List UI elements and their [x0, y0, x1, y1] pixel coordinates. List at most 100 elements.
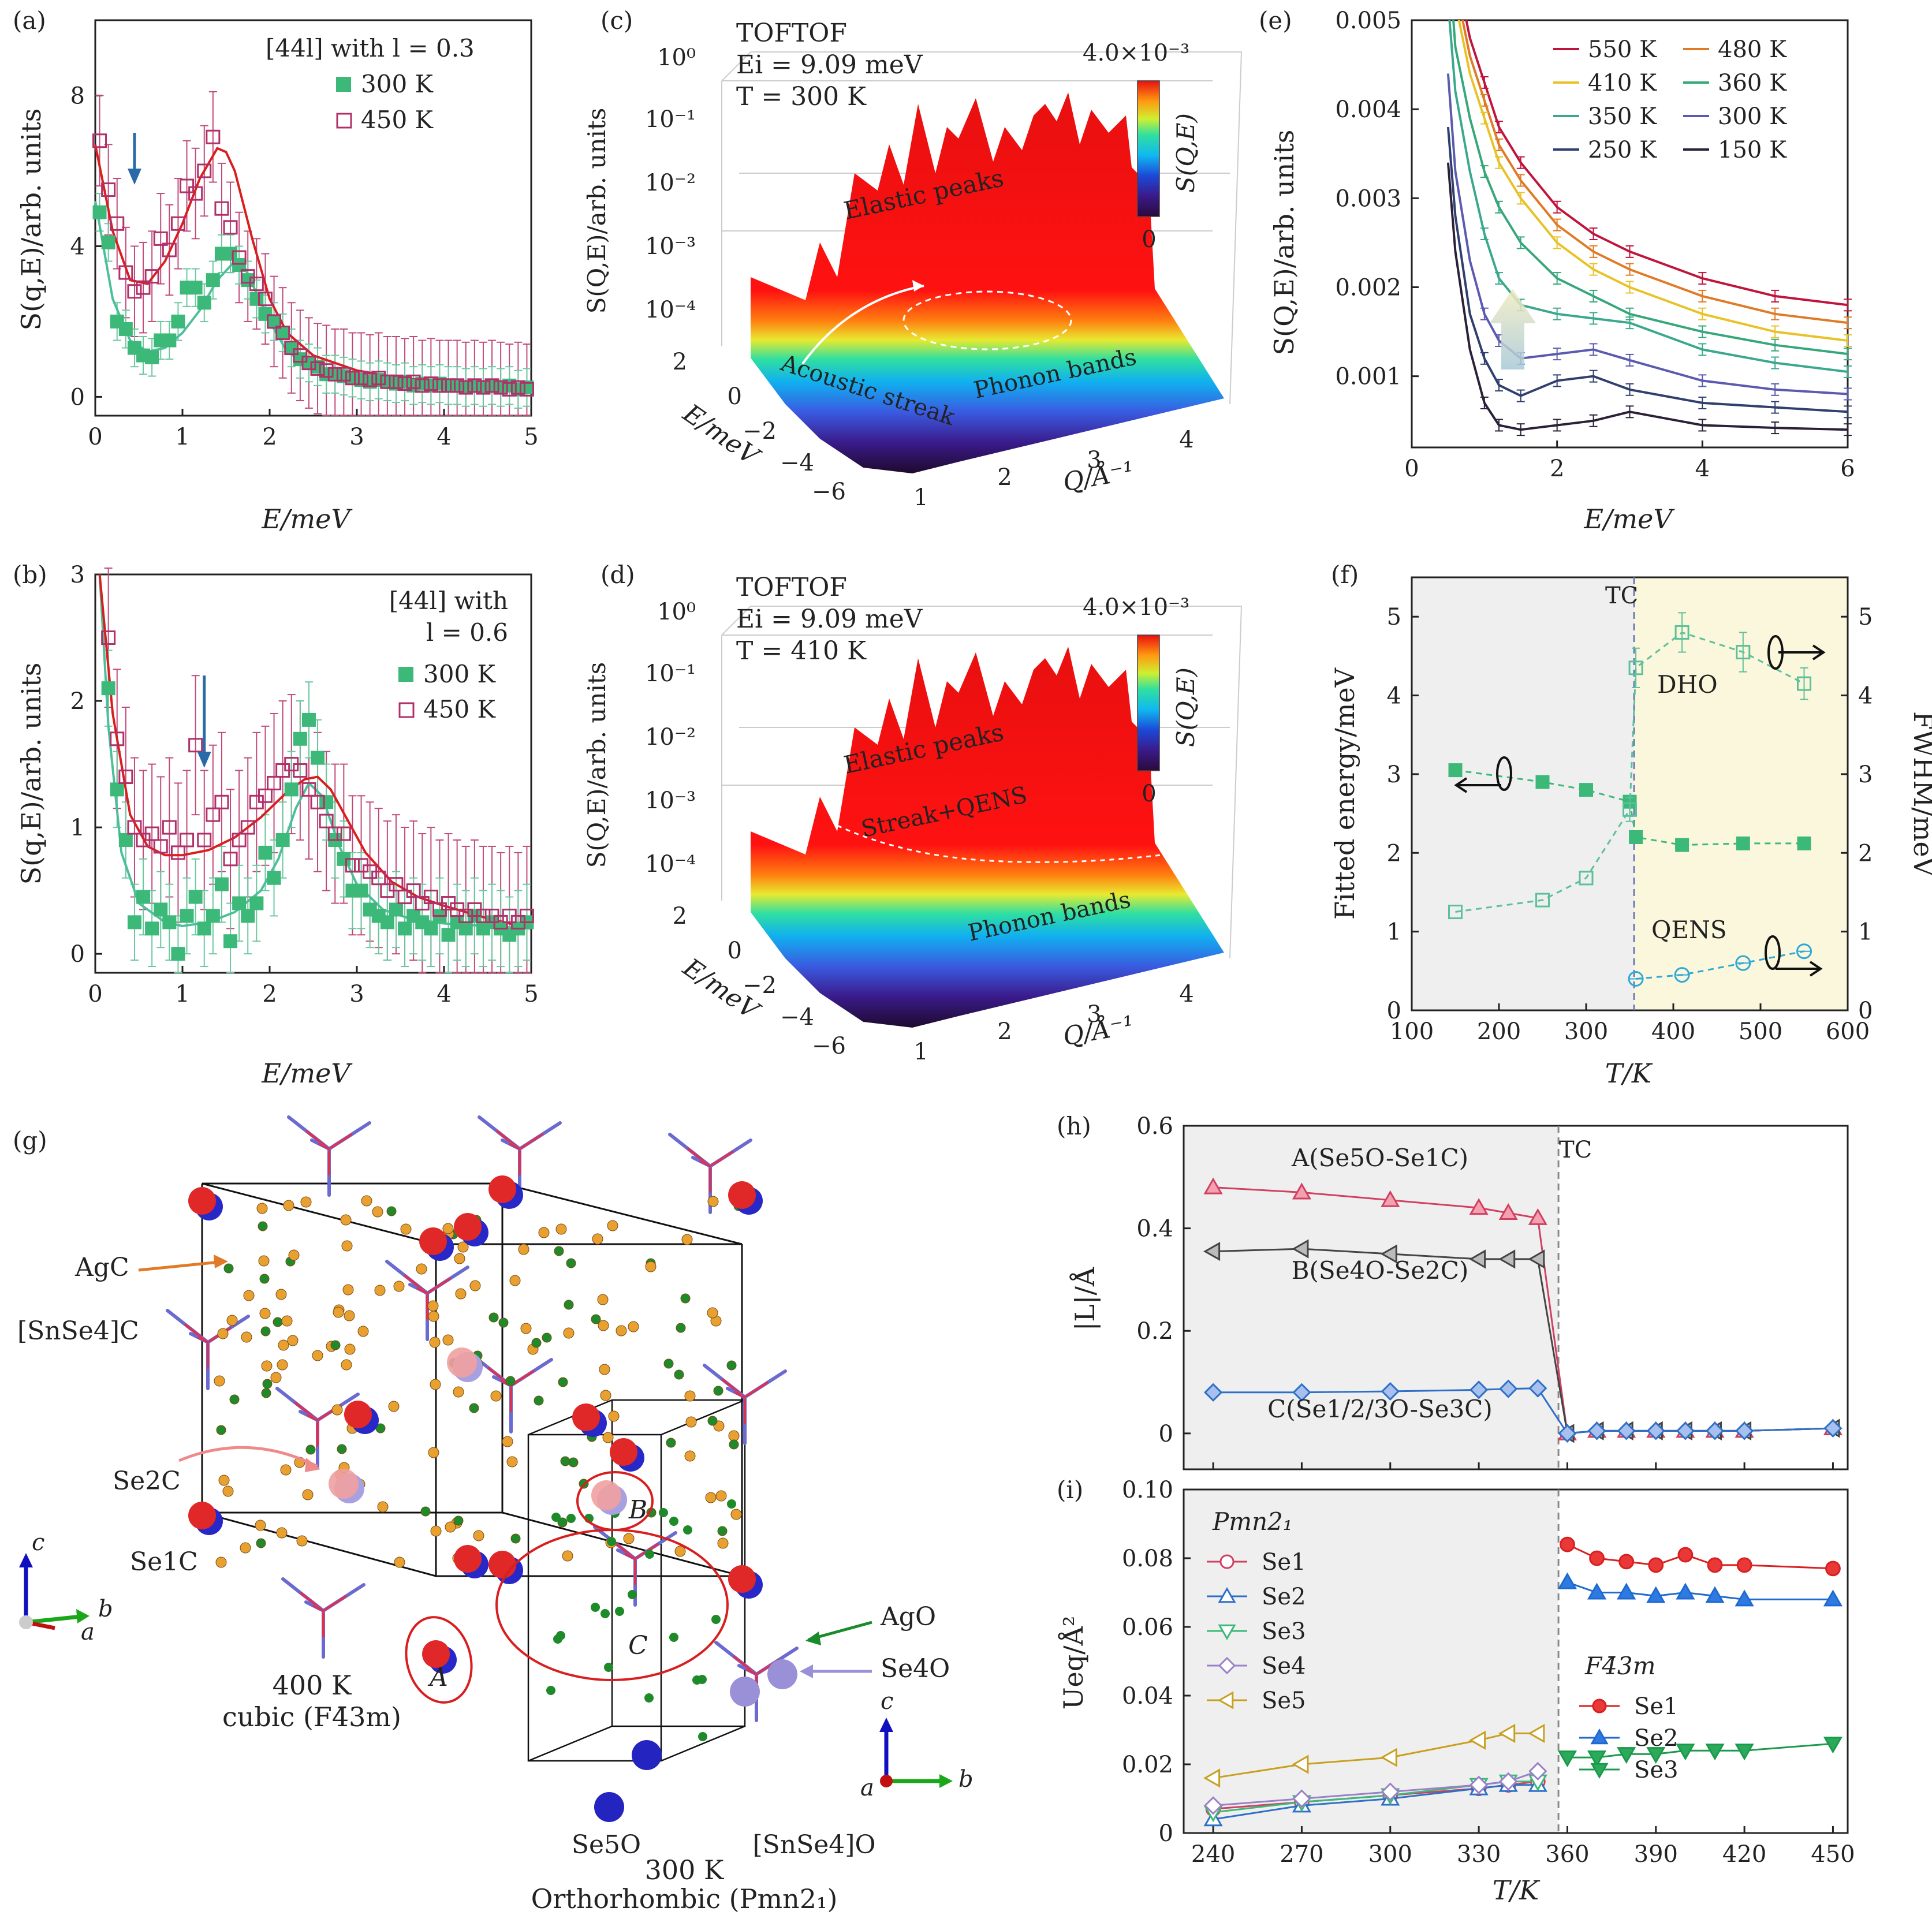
series-point: [1825, 1561, 1841, 1577]
x-tick-label: 6: [1840, 456, 1855, 482]
series-point: [1648, 1557, 1664, 1573]
se-atom-cubic: [728, 1565, 756, 1593]
ag-atom-cubic: [270, 1372, 282, 1383]
ag-atom-cubic: [563, 1327, 575, 1339]
ag-atom-cubic: [562, 1550, 573, 1562]
boundary-line: [837, 824, 1167, 863]
legend-label: 360 K: [1718, 70, 1787, 96]
data-point-450k: [415, 378, 430, 393]
data-point-300k: [145, 921, 159, 936]
series-point: [1587, 1421, 1606, 1440]
ag-atom-ortho: [674, 1369, 684, 1380]
colorbar-min: 0: [1142, 781, 1156, 807]
series-point: [1646, 1586, 1666, 1603]
data-point-450k: [223, 220, 238, 235]
x-tick-label: 300: [1368, 1841, 1412, 1868]
ag-atom-cubic: [490, 1390, 502, 1402]
data-point-300k: [171, 314, 185, 329]
series-b-label: B(Se4O-Se2C): [1292, 1256, 1469, 1285]
ag-atom-ortho: [659, 1508, 668, 1517]
ag-atom-ortho: [534, 1395, 544, 1406]
data-point-450k: [101, 630, 116, 645]
fitted-energy-point: [1579, 783, 1593, 797]
data-point-450k: [180, 178, 195, 193]
y-tick-label: 0.04: [1122, 1683, 1173, 1709]
x-tick-label: 4: [1695, 456, 1710, 482]
series-point: [1735, 1744, 1754, 1761]
site-c-label: C: [628, 1631, 648, 1660]
data-point-450k: [258, 292, 273, 307]
plot-frame: [1183, 1488, 1849, 1834]
fitted-energy-point: [1797, 836, 1811, 850]
x-tick-label: 4: [437, 424, 451, 450]
legend-marker-300k: [336, 77, 351, 92]
z-axis-ticks: 10⁰ 10⁻¹ 10⁻² 10⁻³ 10⁻⁴: [645, 44, 696, 323]
ag-atom-cubic: [442, 1334, 454, 1346]
data-point-450k: [354, 371, 369, 386]
q-tick-label: 1: [913, 1039, 928, 1065]
ag-atom-cubic: [281, 1315, 293, 1327]
tetrahedron-bond: [426, 1278, 451, 1294]
e-axis-ticks: 2 0−2−4−6: [673, 903, 846, 1059]
ag-atom-cubic: [455, 1288, 467, 1300]
ag-atom-cubic: [300, 1196, 312, 1208]
ag-atom-ortho: [698, 1675, 707, 1684]
series-point: [1646, 1421, 1665, 1440]
ag-atom-cubic: [453, 1386, 464, 1398]
data-point-450k: [162, 242, 177, 257]
ag-atom-ortho: [557, 1517, 568, 1528]
legend-label: Se1: [1262, 1549, 1306, 1576]
x-axis-label: E/meV: [261, 1058, 353, 1089]
data-point-450k: [336, 826, 351, 841]
x-tick-label: 0: [1404, 456, 1419, 482]
series-point: [1292, 1182, 1312, 1200]
data-point-450k: [397, 376, 412, 391]
ag-atom-ortho: [505, 1376, 516, 1386]
ag-atom-cubic: [520, 1323, 532, 1334]
x-axis-label: T/K: [1605, 1058, 1653, 1089]
ag-atom-ortho: [645, 1550, 654, 1559]
tc-label: TC: [1559, 1137, 1592, 1163]
z-tick-label: 10⁻²: [645, 724, 696, 751]
series-line: [1448, 20, 1848, 373]
panel-c: (c) Elastic peaks Acoustic streak Phonon…: [583, 6, 1243, 511]
ag-atom-ortho: [305, 1444, 316, 1455]
data-point-450k: [197, 163, 212, 178]
data-point-450k: [162, 820, 177, 835]
data-point-300k: [241, 909, 255, 923]
data-point-300k: [424, 921, 438, 936]
axis-ticks: 240 270 300 330 360 390 420 450 0 0.02 0.04 0.06 0.0…: [1122, 1477, 1855, 1868]
q-tick-label: 2: [997, 464, 1012, 491]
data-point-450k: [197, 833, 212, 848]
y-tick-label: 0.10: [1122, 1477, 1173, 1503]
series-line: [1461, 20, 1848, 324]
ag-atom-ortho: [729, 1439, 739, 1450]
e-tick-label: −4: [780, 450, 814, 476]
y-tick-label: 4: [70, 233, 85, 260]
ordered-region: [1184, 1490, 1559, 1833]
ag-atom-ortho: [663, 1358, 674, 1369]
y-tick-label: 3: [70, 562, 85, 588]
data-point-300k: [101, 681, 115, 696]
data-point-300k: [118, 322, 133, 336]
data-point-450k: [450, 378, 465, 393]
panel-label-c: (c): [601, 6, 633, 35]
e-tick-label: −2: [743, 972, 777, 999]
ag-atom-cubic: [374, 1285, 386, 1296]
legend-label: Se4: [1262, 1653, 1306, 1679]
ag-atom-ortho: [707, 1416, 718, 1426]
x-tick-label: 4: [437, 981, 451, 1007]
q-tick-label: 4: [1179, 427, 1193, 453]
data-point-300k: [101, 235, 115, 249]
y-tick-label: 0.003: [1335, 185, 1401, 212]
x-tick-label: 2: [1550, 456, 1564, 482]
legend-marker: [1218, 1624, 1236, 1641]
panel-label-a: (a): [13, 6, 46, 35]
plot-data: [1203, 1126, 1843, 1469]
y-tick-label-right: 3: [1858, 761, 1873, 788]
ag-atom-ortho: [604, 1663, 613, 1672]
ag-atom-cubic: [599, 1364, 610, 1375]
ag-atom-ortho: [531, 1338, 542, 1348]
annotation: [44l] with l = 0.3: [266, 34, 475, 62]
